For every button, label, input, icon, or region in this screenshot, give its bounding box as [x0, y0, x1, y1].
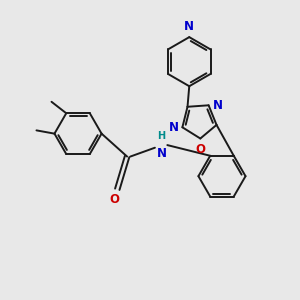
Text: N: N: [212, 99, 223, 112]
Text: O: O: [109, 193, 119, 206]
Text: N: N: [169, 121, 178, 134]
Text: N: N: [184, 20, 194, 33]
Text: N: N: [157, 147, 166, 160]
Text: O: O: [195, 143, 205, 156]
Text: H: H: [158, 131, 166, 141]
